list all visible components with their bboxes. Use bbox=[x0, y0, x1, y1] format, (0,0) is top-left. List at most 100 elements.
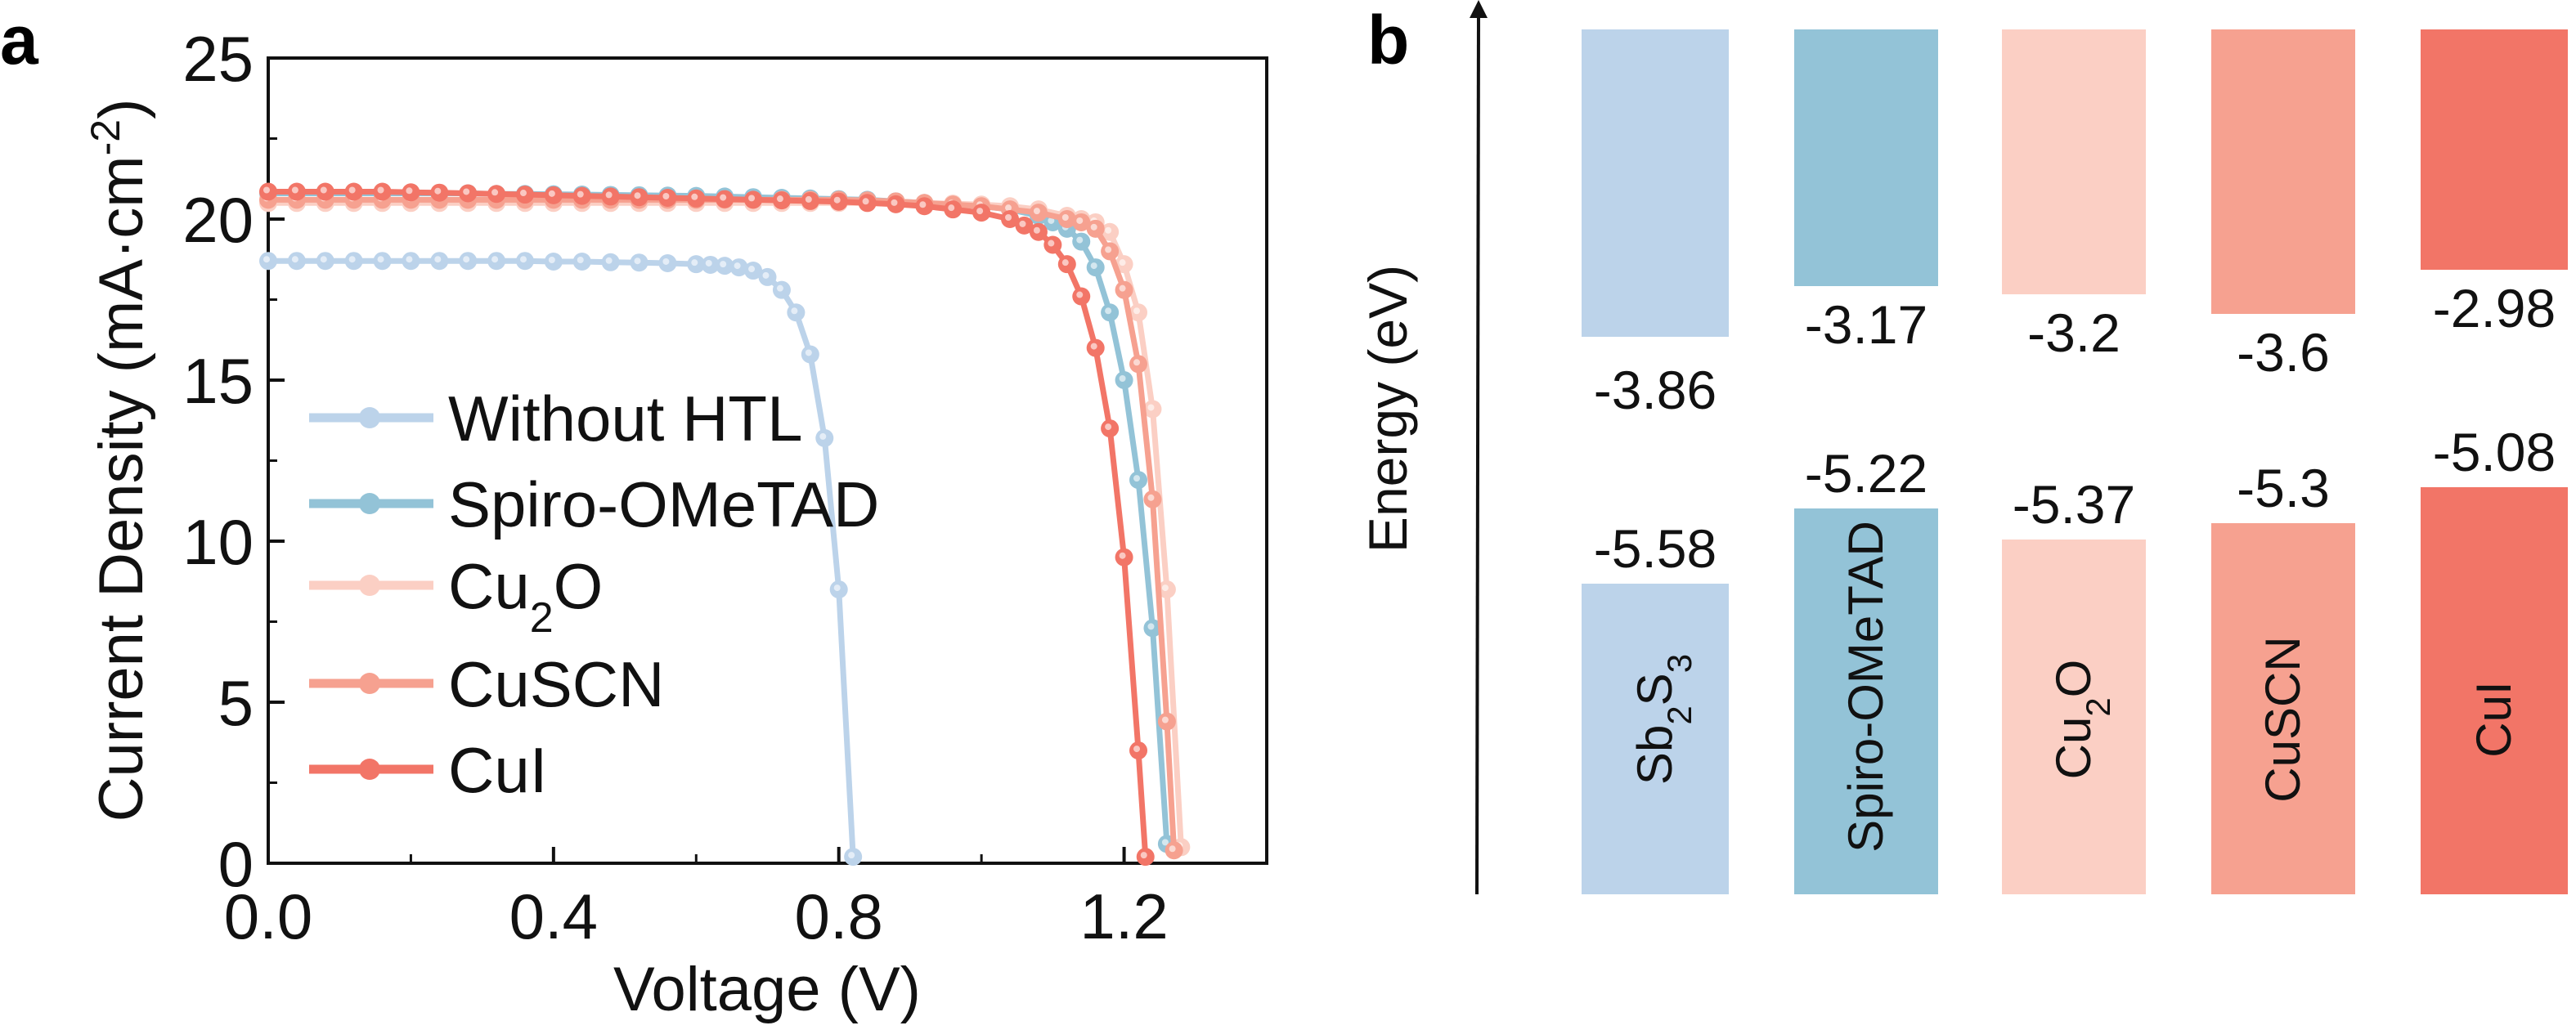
data-point-highlight bbox=[848, 852, 855, 859]
data-point-highlight bbox=[1105, 423, 1112, 431]
cb-value: -3.2 bbox=[2027, 302, 2120, 363]
cb-value: -2.98 bbox=[2433, 278, 2556, 338]
data-point-highlight bbox=[1005, 214, 1012, 221]
data-point-highlight bbox=[463, 188, 470, 195]
plot-frame bbox=[267, 56, 1268, 865]
legend-item: Spiro-OMeTAD bbox=[309, 468, 879, 540]
conduction-band-bar bbox=[2421, 29, 2568, 270]
data-point-highlight bbox=[377, 256, 384, 263]
legend-item: Without HTL bbox=[309, 383, 802, 455]
data-point-highlight bbox=[1140, 852, 1147, 859]
data-point-highlight bbox=[748, 195, 756, 202]
band-cui: -2.98 -5.08 CuI bbox=[2421, 29, 2568, 894]
data-point-highlight bbox=[919, 201, 927, 208]
data-point-highlight bbox=[348, 186, 356, 194]
data-point-highlight bbox=[805, 195, 812, 203]
valence-band-bar bbox=[2421, 487, 2568, 894]
y-tick-label: 20 bbox=[182, 184, 254, 256]
legend-marker bbox=[359, 673, 380, 694]
data-point-highlight bbox=[634, 192, 641, 199]
y-tick-label: 0 bbox=[218, 828, 254, 900]
legend-item: CuI bbox=[309, 734, 547, 806]
data-point-highlight bbox=[320, 186, 327, 194]
data-point-highlight bbox=[1076, 217, 1084, 224]
data-point-highlight bbox=[1105, 307, 1112, 315]
data-point-highlight bbox=[348, 256, 356, 263]
data-point-highlight bbox=[605, 257, 613, 264]
axis-ticks: 0.0 0.4 0.8 1.2 0 5 10 15 20 25 bbox=[182, 23, 1169, 952]
material-label: Spiro-OMeTAD bbox=[1838, 521, 1893, 853]
data-point-highlight bbox=[577, 190, 584, 198]
data-point-highlight bbox=[1133, 359, 1141, 366]
data-point-highlight bbox=[1169, 845, 1176, 853]
data-point-highlight bbox=[1161, 584, 1169, 592]
data-point-highlight bbox=[833, 584, 841, 592]
y-tick-label: 25 bbox=[182, 23, 254, 95]
vb-value: -5.08 bbox=[2433, 422, 2556, 482]
band-spiro-ometad: -3.17 -5.22 Spiro-OMeTAD bbox=[1794, 29, 1938, 894]
data-point-highlight bbox=[720, 194, 727, 201]
data-point-highlight bbox=[748, 266, 756, 273]
y-tick-label: 10 bbox=[182, 506, 254, 578]
data-point-highlight bbox=[891, 199, 898, 206]
data-point-highlight bbox=[776, 195, 783, 203]
curves bbox=[259, 182, 1191, 867]
conduction-band-bar bbox=[1794, 29, 1938, 286]
legend-marker bbox=[359, 759, 380, 780]
valence-band-bar bbox=[2211, 523, 2355, 894]
data-point-highlight bbox=[291, 256, 298, 263]
data-point-highlight bbox=[548, 190, 555, 197]
material-label: CuSCN bbox=[2255, 636, 2310, 802]
vb-value: -5.37 bbox=[2013, 474, 2135, 535]
cb-value: -3.6 bbox=[2237, 322, 2330, 383]
x-tick-label: 1.2 bbox=[1079, 880, 1168, 952]
data-point-highlight bbox=[1147, 404, 1155, 411]
series-without-htl bbox=[259, 252, 863, 867]
panel-label-b: b bbox=[1367, 2, 1409, 78]
vb-value: -5.22 bbox=[1805, 443, 1928, 504]
data-point-highlight bbox=[1119, 259, 1126, 266]
data-point-highlight bbox=[548, 257, 555, 264]
legend-label: CuSCN bbox=[448, 648, 664, 720]
data-point-highlight bbox=[263, 186, 270, 194]
panel-label-a: a bbox=[0, 2, 39, 78]
data-point-highlight bbox=[291, 186, 298, 194]
data-point-highlight bbox=[1019, 220, 1026, 227]
data-point-highlight bbox=[705, 259, 712, 266]
x-axis-label: Voltage (V) bbox=[613, 955, 921, 1024]
data-point-highlight bbox=[1076, 291, 1084, 298]
legend-item: CuSCN bbox=[309, 648, 664, 720]
legend-marker bbox=[359, 493, 380, 514]
material-label: Sb2S3 bbox=[1627, 654, 1699, 785]
y-tick-label: 5 bbox=[218, 667, 254, 739]
data-point-highlight bbox=[1119, 375, 1126, 382]
legend-label: Spiro-OMeTAD bbox=[448, 468, 879, 540]
data-point-highlight bbox=[662, 258, 670, 265]
legend-marker bbox=[359, 575, 380, 596]
data-point-highlight bbox=[1161, 839, 1169, 846]
legend-marker bbox=[359, 407, 380, 428]
band-sb2s3: -3.86 -5.58 Sb2S3 bbox=[1582, 29, 1729, 894]
data-point-highlight bbox=[1061, 214, 1069, 221]
data-point-highlight bbox=[434, 256, 442, 263]
data-point-highlight bbox=[377, 186, 384, 194]
legend-label: Cu2O bbox=[448, 550, 603, 642]
data-point-highlight bbox=[491, 256, 499, 263]
data-point-highlight bbox=[1090, 343, 1097, 350]
data-point-highlight bbox=[762, 271, 770, 279]
legend-label: Without HTL bbox=[448, 383, 802, 455]
data-point-highlight bbox=[819, 432, 827, 440]
valence-band-bar bbox=[1794, 508, 1938, 894]
legend-item: Cu2O bbox=[309, 550, 603, 642]
data-point-highlight bbox=[1033, 208, 1040, 215]
vb-value: -5.58 bbox=[1594, 518, 1717, 579]
data-point-highlight bbox=[1161, 716, 1169, 723]
data-point-highlight bbox=[1061, 259, 1069, 266]
data-point-highlight bbox=[1076, 236, 1084, 244]
cb-value: -3.86 bbox=[1594, 360, 1717, 420]
cb-value: -3.17 bbox=[1805, 294, 1928, 355]
series-cui bbox=[259, 182, 1155, 867]
data-point-highlight bbox=[720, 261, 727, 268]
data-point-highlight bbox=[1133, 746, 1141, 753]
